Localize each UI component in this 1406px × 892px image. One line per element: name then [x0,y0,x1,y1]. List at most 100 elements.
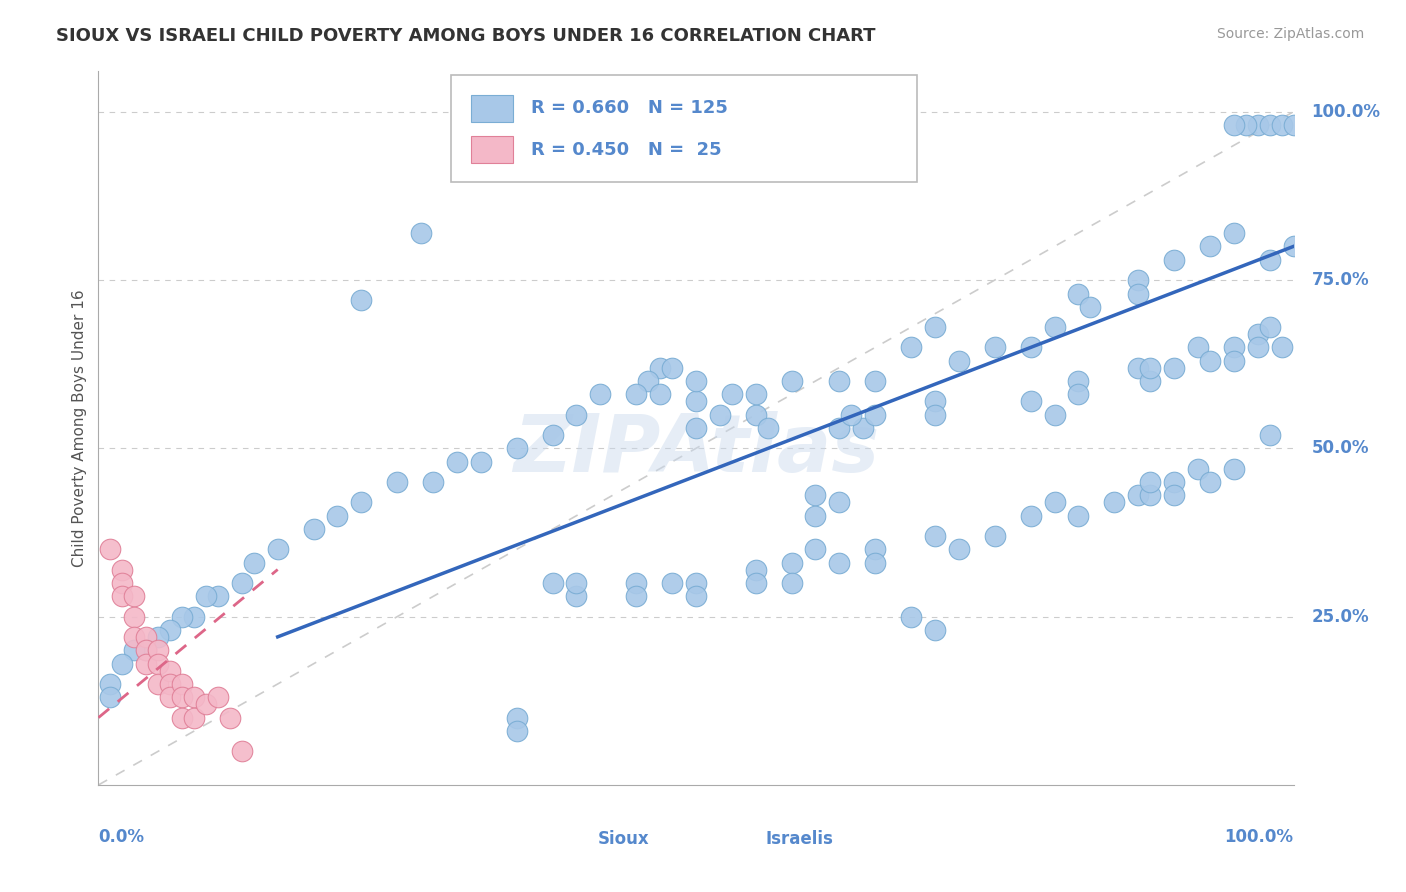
Point [159,664,181,678]
Point [780,374,803,388]
Point [148,630,170,644]
Point [948,354,970,368]
Point [159,623,181,637]
Point [865,542,887,557]
Point [1258,118,1281,132]
Point [1199,354,1222,368]
Point [1104,495,1126,509]
Point [565,590,588,604]
Point [481,118,505,132]
Point [924,394,946,409]
Text: 25.0%: 25.0% [1312,607,1369,625]
Point [159,690,181,705]
Point [231,576,253,591]
Point [828,421,851,435]
Point [98,677,122,691]
Point [900,340,922,354]
Point [1128,286,1150,301]
Point [385,475,409,489]
Point [841,408,863,422]
Point [195,697,218,711]
Point [756,421,779,435]
Point [1258,428,1281,442]
Point [1271,118,1294,132]
Point [924,529,946,543]
Point [195,590,218,604]
Point [565,408,588,422]
Point [506,724,529,739]
Point [183,690,205,705]
Point [900,609,922,624]
Point [1043,320,1066,334]
Text: 75.0%: 75.0% [1312,271,1369,289]
Point [685,590,707,604]
Point [98,542,122,557]
Point [661,576,683,591]
Point [745,408,768,422]
Text: 100.0%: 100.0% [1312,103,1381,120]
Point [172,609,194,624]
Point [745,562,768,576]
Point [924,320,946,334]
Point [1019,508,1042,523]
Point [446,455,468,469]
Point [1043,408,1066,422]
Point [243,556,266,570]
Bar [471,136,513,163]
Point [721,387,744,401]
Point [148,677,170,691]
Point [685,394,707,409]
Point [1187,461,1209,475]
Point [984,529,1007,543]
Point [1247,326,1270,341]
Text: Israelis: Israelis [765,830,834,848]
Point [183,609,205,624]
Point [124,609,146,624]
Point [350,495,373,509]
Point [111,562,134,576]
Point [1234,118,1257,132]
Point [852,421,875,435]
Text: 100.0%: 100.0% [1225,828,1294,846]
Point [422,475,444,489]
Point [565,576,588,591]
Point [828,556,851,570]
Point [124,643,146,657]
Point [1019,340,1042,354]
Point [172,711,194,725]
Text: Source: ZipAtlas.com: Source: ZipAtlas.com [1216,27,1364,41]
Point [1282,239,1305,253]
Point [984,340,1007,354]
Point [470,455,492,469]
Point [828,495,851,509]
Point [267,542,290,557]
Point [124,630,146,644]
Point [626,576,648,591]
Point [804,508,827,523]
Point [1187,340,1209,354]
Point [865,408,887,422]
Point [541,576,564,591]
Point [111,657,134,671]
Point [1163,252,1185,267]
Point [1199,475,1222,489]
Point [589,387,612,401]
Point [1271,340,1294,354]
Point [1199,239,1222,253]
Point [506,442,529,456]
Point [1223,461,1246,475]
Point [828,374,851,388]
Point [745,387,768,401]
Point [1139,488,1161,502]
Point [326,508,349,523]
Point [924,408,946,422]
Point [470,118,492,132]
Point [1223,340,1246,354]
Point [685,421,707,435]
Point [1067,374,1090,388]
Point [111,590,134,604]
Point [661,360,683,375]
Point [1080,300,1102,314]
Point [124,590,146,604]
Point [1247,340,1270,354]
